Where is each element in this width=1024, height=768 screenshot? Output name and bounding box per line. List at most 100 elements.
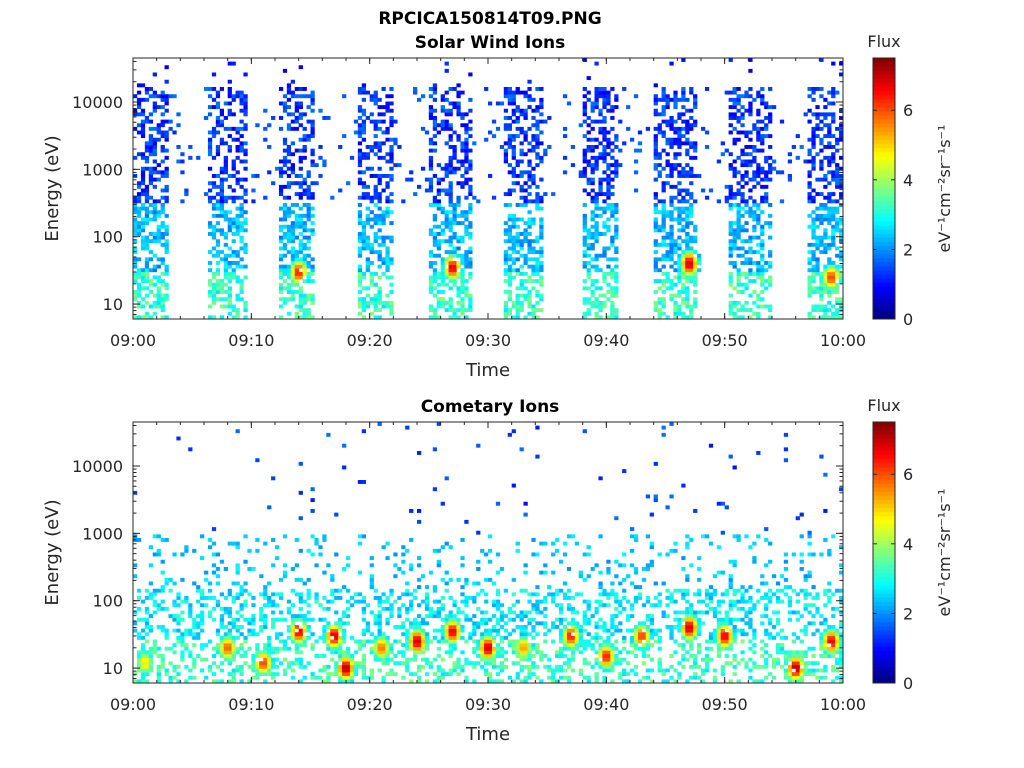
spectrogram-cell: [752, 250, 757, 255]
spectrogram-cell: [491, 134, 497, 139]
spectrogram-plot-area[interactable]: [133, 422, 844, 684]
spectrogram-cell: [160, 232, 165, 236]
spectrogram-cell: [247, 664, 252, 669]
spectrogram-cell: [172, 668, 177, 673]
spectrogram-cell: [456, 672, 461, 677]
spectrogram-cell: [239, 286, 244, 291]
spectrogram-cell: [294, 253, 299, 258]
spectrogram-cell: [661, 242, 666, 247]
spectrogram-cell: [511, 235, 516, 240]
spectrogram-cell: [278, 592, 284, 597]
spectrogram-cell: [318, 174, 323, 178]
spectrogram-cell: [432, 588, 438, 593]
spectrogram-cell: [385, 137, 390, 142]
colorbar-swatch: [873, 147, 895, 153]
spectrogram-cell: [539, 297, 544, 302]
spectrogram-cell: [417, 451, 422, 455]
spectrogram-cell: [290, 163, 296, 168]
spectrogram-cell: [488, 654, 493, 658]
spectrogram-cell: [227, 635, 232, 640]
spectrogram-cell: [610, 155, 615, 160]
spectrogram-cell: [598, 192, 603, 197]
spectrogram-cell: [432, 242, 438, 247]
spectrogram-cell: [523, 195, 528, 200]
spectrogram-cell: [346, 672, 351, 677]
spectrogram-cell: [227, 264, 232, 269]
spectrogram-cell: [302, 192, 307, 197]
spectrogram-cell: [519, 130, 524, 135]
spectrogram-cell: [251, 614, 256, 619]
spectrogram-cell: [768, 235, 773, 240]
spectrogram-cell: [503, 271, 509, 276]
spectrogram-cell: [744, 134, 749, 139]
spectrogram-cell: [306, 195, 311, 200]
spectrogram-cell: [361, 275, 367, 280]
spectrogram-cell: [448, 159, 453, 164]
spectrogram-cell: [704, 87, 710, 91]
spectrogram-cell: [432, 134, 438, 139]
spectrogram-cell: [342, 657, 347, 662]
spectrogram-cell: [657, 297, 662, 302]
spectrogram-cell: [839, 130, 844, 135]
spectrogram-cell: [223, 210, 228, 215]
spectrogram-cell: [539, 228, 544, 233]
spectrogram-cell: [594, 257, 599, 262]
spectrogram-cell: [389, 282, 394, 287]
spectrogram-cell: [298, 308, 303, 313]
spectrogram-cell: [819, 239, 824, 244]
spectrogram-cell: [503, 290, 509, 294]
spectrogram-cell: [452, 628, 457, 633]
spectrogram-cell: [590, 148, 595, 153]
spectrogram-cell: [610, 268, 615, 273]
spectrogram-cell: [460, 253, 465, 258]
spectrogram-cell: [539, 97, 544, 102]
spectrogram-cell: [681, 300, 686, 305]
spectrogram-cell: [144, 286, 150, 291]
spectrogram-cell: [452, 311, 457, 316]
spectrogram-cell: [815, 134, 820, 139]
spectrogram-cell: [622, 141, 627, 146]
spectrogram-cell: [259, 664, 264, 669]
spectrogram-cell: [282, 210, 288, 215]
spectrogram-cell: [811, 90, 816, 95]
spectrogram-cell: [160, 134, 165, 139]
spectrogram-cell: [263, 672, 268, 677]
spectrogram-cell: [681, 112, 686, 117]
spectrogram-cell: [133, 217, 138, 222]
spectrogram-cell: [271, 675, 276, 680]
spectrogram-cell: [598, 206, 603, 211]
spectrogram-plot-area[interactable]: [133, 58, 844, 320]
spectrogram-cell: [610, 235, 615, 240]
spectrogram-cell: [148, 664, 154, 669]
spectrogram-cell: [330, 646, 335, 651]
spectrogram-cell: [298, 632, 303, 637]
spectrogram-cell: [689, 170, 694, 175]
spectrogram-cell: [669, 242, 674, 247]
spectrogram-cell: [235, 625, 240, 629]
spectrogram-cell: [156, 210, 161, 215]
spectrogram-cell: [239, 101, 244, 106]
spectrogram-cell: [180, 643, 185, 648]
spectrogram-cell: [539, 177, 544, 182]
spectrogram-cell: [815, 290, 820, 294]
spectrogram-cell: [531, 250, 536, 255]
colorbar-swatch: [873, 200, 895, 206]
spectrogram-cell: [302, 293, 307, 298]
spectrogram-cell: [148, 563, 154, 568]
spectrogram-cell: [657, 300, 662, 305]
spectrogram-cell: [752, 148, 757, 153]
spectrogram-cell: [409, 170, 414, 175]
spectrogram-cell: [689, 123, 694, 128]
spectrogram-cell: [488, 643, 493, 648]
spectrogram-cell: [219, 123, 225, 128]
spectrogram-cell: [172, 552, 177, 557]
spectrogram-cell: [523, 628, 528, 633]
spectrogram-cell: [590, 181, 595, 186]
spectrogram-cell: [472, 614, 477, 619]
spectrogram-cell: [231, 541, 236, 546]
spectrogram-cell: [835, 268, 840, 273]
spectrogram-cell: [444, 650, 449, 655]
spectrogram-cell: [385, 657, 390, 662]
spectrogram-cell: [503, 257, 509, 262]
spectrogram-cell: [133, 293, 138, 298]
